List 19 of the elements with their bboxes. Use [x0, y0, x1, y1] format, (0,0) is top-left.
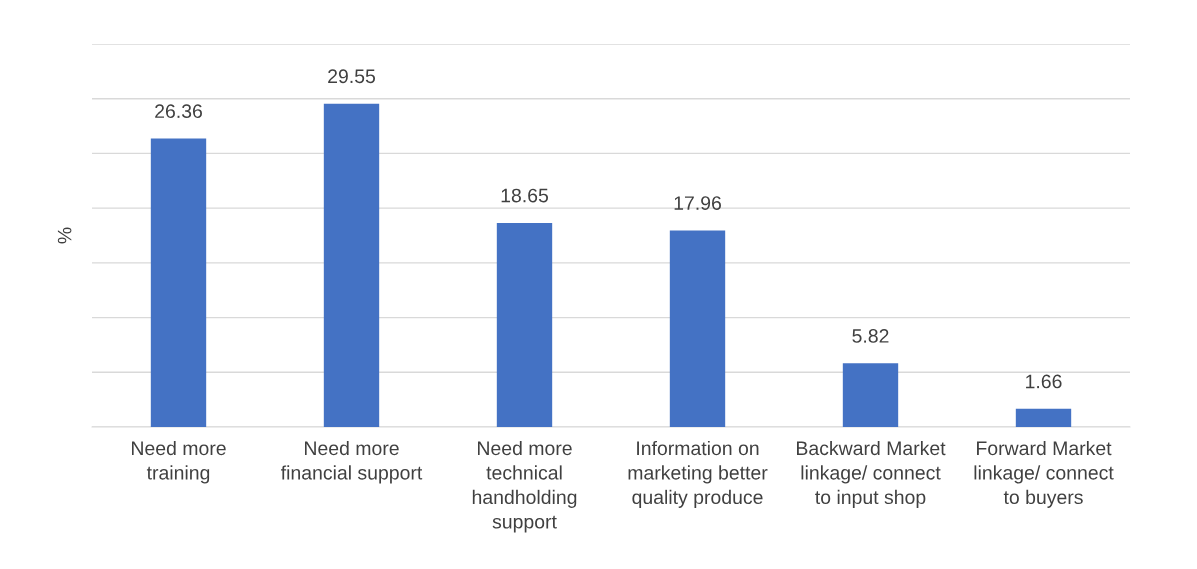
- data-label: 1.66: [1026, 374, 1062, 389]
- x-tick-label: Forward Market linkage/ connect to buyers: [974, 440, 1114, 508]
- data-label: 17.96: [674, 196, 721, 210]
- bar: [1015, 408, 1072, 427]
- data-label: 5.82: [852, 329, 889, 343]
- x-tick-label: Information on marketing better quality produce: [628, 440, 768, 508]
- data-label: 18.65: [501, 188, 549, 203]
- bar: [150, 138, 207, 427]
- x-tick-label: Need more financial support: [280, 440, 423, 484]
- bar: [496, 222, 553, 427]
- y-axis-title: %: [57, 227, 72, 244]
- bar: [669, 230, 726, 427]
- x-tick-label: Need more training: [132, 440, 226, 484]
- data-label: 26.36: [155, 104, 202, 119]
- bar: [323, 103, 380, 427]
- x-tick-label: Need more technical handholding support: [472, 440, 577, 533]
- x-tick-label: Backward Market linkage/ connect to input shop: [797, 440, 946, 508]
- bar: [842, 363, 899, 427]
- data-label: 29.55: [328, 69, 376, 84]
